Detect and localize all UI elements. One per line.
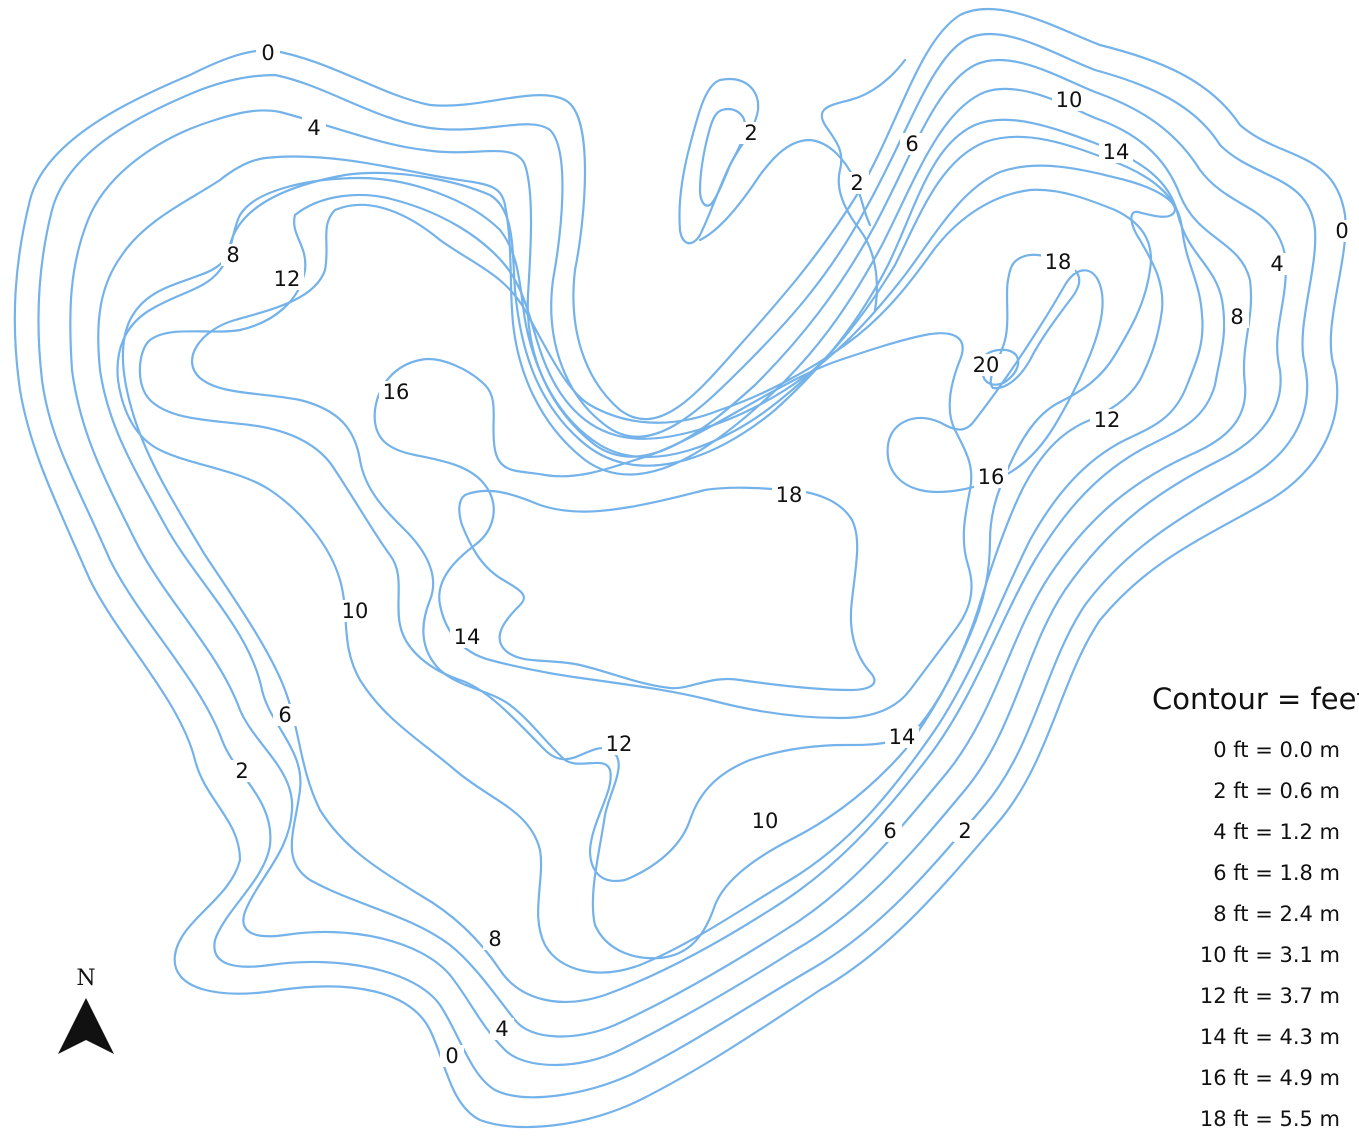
depth-label: 10 (338, 599, 372, 623)
north-arrow-icon (58, 998, 114, 1054)
depth-label: 0 (1330, 219, 1354, 243)
depth-label: 2 (953, 819, 977, 843)
depth-label: 14 (450, 625, 484, 649)
depth-label: 2 (845, 171, 869, 195)
depth-label: 4 (490, 1017, 514, 1041)
legend-row: 14 ft = 4.3 m (1199, 1025, 1340, 1049)
contour-16ft-west (373, 332, 973, 720)
contour-labels: 0 0 0 2 2 2 2 4 4 4 4 6 6 6 8 8 8 10 10 … (0, 0, 1354, 1068)
depth-label: 20 (969, 353, 1003, 377)
contour-2ft (37, 32, 1317, 1099)
svg-text:8: 8 (488, 927, 501, 951)
svg-text:12: 12 (606, 732, 633, 756)
svg-text:14: 14 (454, 625, 481, 649)
depth-label: 4 (1265, 252, 1289, 276)
north-label: N (76, 966, 96, 991)
depth-label: 8 (483, 927, 507, 951)
svg-text:12: 12 (274, 267, 301, 291)
svg-text:2: 2 (958, 819, 971, 843)
svg-text:2: 2 (850, 171, 863, 195)
legend-row: 12 ft = 3.7 m (1199, 984, 1340, 1008)
depth-label: 14 (885, 725, 919, 749)
depth-label: 16 (379, 380, 413, 404)
depth-label: 6 (273, 703, 297, 727)
depth-label: 6 (900, 132, 924, 156)
legend-row: 0 ft = 0.0 m (1213, 738, 1340, 762)
svg-text:0: 0 (445, 1044, 458, 1068)
svg-text:16: 16 (383, 380, 410, 404)
contour-0ft (13, 7, 1347, 1129)
svg-text:6: 6 (278, 703, 291, 727)
svg-text:10: 10 (342, 599, 369, 623)
svg-text:10: 10 (752, 809, 779, 833)
depth-label: 0 (256, 41, 280, 65)
contour-2ft-islet-inner (698, 107, 747, 207)
contour-10ft (116, 135, 1204, 974)
legend-title: Contour = feet (1152, 682, 1359, 716)
svg-text:2: 2 (744, 121, 757, 145)
svg-text:4: 4 (1270, 252, 1283, 276)
legend-row: 8 ft = 2.4 m (1213, 902, 1340, 926)
svg-text:18: 18 (776, 483, 803, 507)
legend-row: 16 ft = 4.9 m (1199, 1066, 1340, 1090)
svg-text:16: 16 (978, 465, 1005, 489)
depth-label: 8 (1225, 305, 1249, 329)
contour-6ft (97, 87, 1253, 1038)
depth-label: 12 (270, 267, 304, 291)
svg-text:8: 8 (1230, 305, 1243, 329)
svg-text:0: 0 (1335, 219, 1348, 243)
depth-label: 12 (0, 0, 13, 12)
north-indicator: N (50, 966, 122, 1061)
svg-text:10: 10 (1056, 88, 1083, 112)
svg-text:14: 14 (889, 725, 916, 749)
contour-lines (13, 7, 1347, 1129)
depth-label: 0 (440, 1044, 464, 1068)
depth-label: 2 (739, 121, 763, 145)
svg-text:20: 20 (973, 353, 1000, 377)
svg-text:0: 0 (261, 41, 274, 65)
contour-12ft (138, 164, 1177, 960)
depth-label: 18 (772, 483, 806, 507)
depth-label: 8 (221, 243, 245, 267)
svg-text:2: 2 (235, 759, 248, 783)
contour-18ft-east (989, 253, 1081, 390)
legend-row: 2 ft = 0.6 m (1213, 779, 1340, 803)
depth-label: 12 (1090, 408, 1124, 432)
depth-label: 18 (1041, 250, 1075, 274)
legend-row: 4 ft = 1.2 m (1213, 820, 1340, 844)
svg-text:18: 18 (1045, 250, 1072, 274)
legend-row: 6 ft = 1.8 m (1213, 861, 1340, 885)
svg-text:6: 6 (905, 132, 918, 156)
depth-label: 10 (748, 809, 782, 833)
depth-label: 4 (302, 116, 326, 140)
depth-label: 14 (1099, 140, 1133, 164)
contour-2ft-islet-outer (678, 77, 760, 245)
contour-8ft (121, 118, 1226, 1003)
contour-16ft-east (886, 269, 1104, 494)
legend-rows: 0 ft = 0.0 m 2 ft = 0.6 m 4 ft = 1.2 m 6… (1150, 730, 1340, 1140)
svg-text:6: 6 (883, 819, 896, 843)
contour-legend: Contour = feet 0 ft = 0.0 m 2 ft = 0.6 m… (1150, 682, 1359, 1147)
depth-label: 12 (602, 732, 636, 756)
depth-label: 16 (974, 465, 1008, 489)
depth-label: 10 (1052, 88, 1086, 112)
svg-text:12: 12 (1094, 408, 1121, 432)
legend-row: 18 ft = 5.5 m (1199, 1107, 1340, 1131)
svg-text:14: 14 (1103, 140, 1130, 164)
svg-text:4: 4 (495, 1017, 508, 1041)
contour-18ft-west (458, 486, 876, 692)
depth-label: 6 (878, 819, 902, 843)
depth-label: 2 (230, 759, 254, 783)
legend-row: 10 ft = 3.1 m (1199, 943, 1340, 967)
svg-text:4: 4 (307, 116, 320, 140)
svg-text:8: 8 (226, 243, 239, 267)
